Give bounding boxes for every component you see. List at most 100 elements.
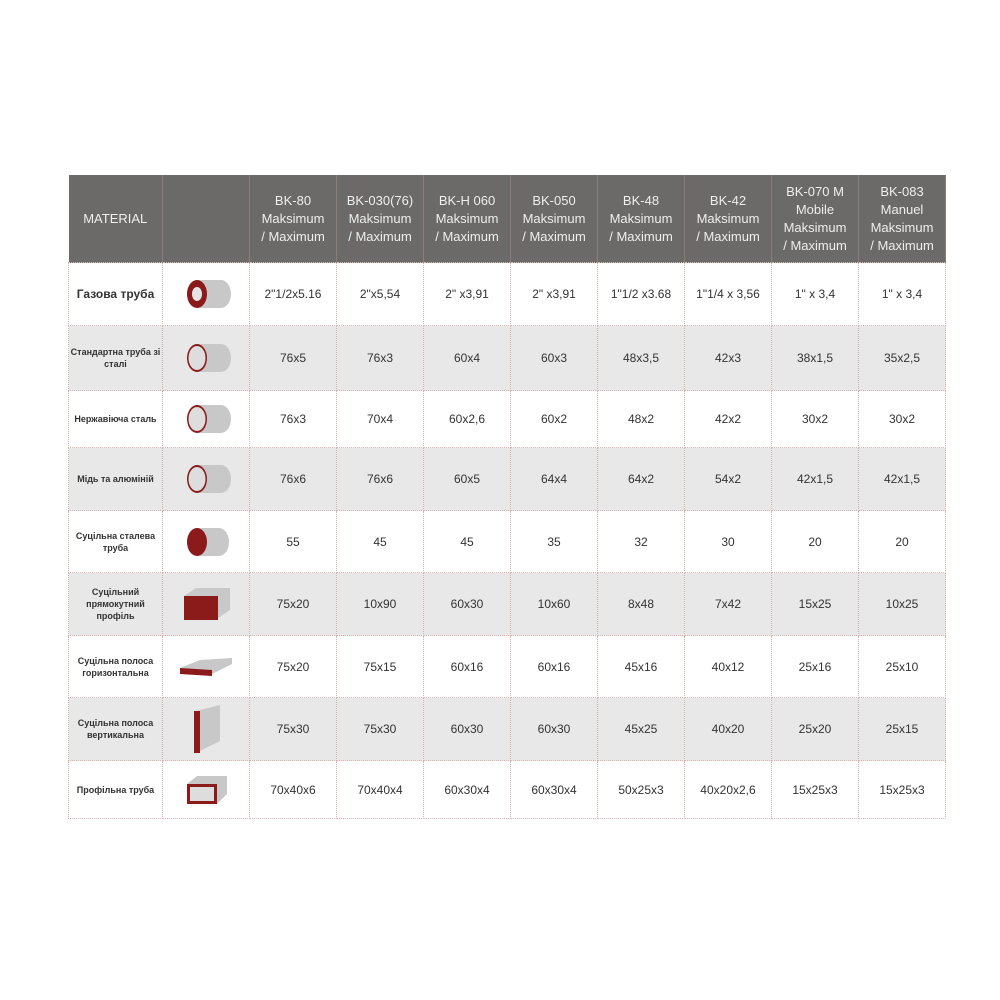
model-header-line: Maksimum (522, 210, 586, 226)
solid-rectangle-icon (162, 572, 250, 636)
material-name: Профільна труба (68, 760, 163, 819)
model-header-line: BK-030(76) (346, 192, 414, 208)
capacity-cell: 42x1,5 (771, 447, 859, 511)
solid-bar-icon (162, 510, 250, 573)
capacity-cell: 75x30 (249, 697, 337, 761)
capacity-cell: 40x20 (684, 697, 772, 761)
capacity-cell: 15x25x3 (771, 760, 859, 819)
model-header-line: Maksimum (609, 210, 673, 226)
flat-bar-vertical-icon (162, 697, 250, 761)
capacity-cell: 70x40x6 (249, 760, 337, 819)
capacity-cell: 30 (684, 510, 772, 573)
model-header-line: Manuel (880, 201, 924, 217)
capacity-cell: 76x6 (249, 447, 337, 511)
capacity-cell: 50x25x3 (597, 760, 685, 819)
header-row: MATERIAL BK-80 Maksimum / Maximum BK-030(76… (68, 175, 946, 263)
capacity-cell: 10x25 (858, 572, 946, 636)
table-row: Газова труба 2"1/2x5.16 2"x5,54 2" x3,91 2" … (68, 262, 946, 326)
model-header: BK-42 Maksimum / Maximum (684, 175, 772, 263)
capacity-cell: 30x2 (771, 390, 859, 448)
capacity-cell: 42x3 (684, 325, 772, 391)
capacity-cell: 42x2 (684, 390, 772, 448)
capacity-cell: 75x20 (249, 635, 337, 698)
table-row: Профільна труба 70x40x6 70x40x4 60x30x4 60x3… (68, 760, 946, 819)
capacity-cell: 1"1/2 x3.68 (597, 262, 685, 326)
capacity-cell: 25x20 (771, 697, 859, 761)
pipe-icon (162, 390, 250, 448)
model-header-line: Maksimum (783, 219, 847, 235)
capacity-cell: 45 (423, 510, 511, 573)
capacity-cell: 2"x5,54 (336, 262, 424, 326)
material-name: Стандартна труба зі сталі (68, 325, 163, 391)
capacity-cell: 60x4 (423, 325, 511, 391)
capacity-cell: 15x25 (771, 572, 859, 636)
capacity-cell: 25x15 (858, 697, 946, 761)
material-name: Суцільний прямокутний профіль (68, 572, 163, 636)
capacity-cell: 70x40x4 (336, 760, 424, 819)
flat-bar-horizontal-icon (162, 635, 250, 698)
capacity-cell: 75x15 (336, 635, 424, 698)
capacity-cell: 7x42 (684, 572, 772, 636)
capacity-cell: 48x2 (597, 390, 685, 448)
capacity-cell: 10x90 (336, 572, 424, 636)
capacity-cell: 20 (858, 510, 946, 573)
table-row: Суцільна полоса вертикальна 75x30 75x30 60x… (68, 697, 946, 761)
capacity-cell: 76x3 (249, 390, 337, 448)
model-header-line: Maksimum (348, 210, 412, 226)
capacity-cell: 76x6 (336, 447, 424, 511)
model-header-line: / Maximum (783, 237, 847, 253)
material-name: Суцільна полоса горизонтальна (68, 635, 163, 698)
capacity-cell: 25x10 (858, 635, 946, 698)
table-row: Суцільна сталева труба 55 45 45 35 32 30 20 20 (68, 510, 946, 573)
capacity-cell: 32 (597, 510, 685, 573)
capacity-cell: 64x2 (597, 447, 685, 511)
table-row: Мідь та алюміній 76x6 76x6 60x5 64x4 64x2 54x2… (68, 447, 946, 511)
capacity-cell: 60x16 (510, 635, 598, 698)
model-header: BK-48 Maksimum / Maximum (597, 175, 685, 263)
rectangular-tube-icon (162, 760, 250, 819)
capacity-cell: 60x30x4 (423, 760, 511, 819)
material-name: Суцільна сталева труба (68, 510, 163, 573)
model-header-line: / Maximum (870, 237, 934, 253)
capacity-cell: 1" x 3,4 (858, 262, 946, 326)
capacity-cell: 64x4 (510, 447, 598, 511)
capacity-cell: 35x2,5 (858, 325, 946, 391)
capacity-cell: 40x20x2,6 (684, 760, 772, 819)
capacity-cell: 35 (510, 510, 598, 573)
model-header: BK-070 M Mobile Maksimum / Maximum (771, 175, 859, 263)
thick-pipe-icon (162, 262, 250, 326)
capacity-cell: 76x3 (336, 325, 424, 391)
capacity-cell: 60x2,6 (423, 390, 511, 448)
capacity-cell: 76x5 (249, 325, 337, 391)
image-header (162, 175, 250, 263)
capacity-cell: 8x48 (597, 572, 685, 636)
model-header: BK-083 Manuel Maksimum / Maximum (858, 175, 946, 263)
capacity-cell: 45x25 (597, 697, 685, 761)
model-header-line: Mobile (795, 201, 835, 217)
capacity-cell: 15x25x3 (858, 760, 946, 819)
model-header-line: BK-42 (709, 192, 747, 208)
capacity-cell: 2" x3,91 (510, 262, 598, 326)
model-header-line: BK-070 M (786, 183, 844, 199)
model-header-line: Maksimum (435, 210, 499, 226)
model-header: BK-H 060 Maksimum / Maximum (423, 175, 511, 263)
material-name: Нержавіюча сталь (68, 390, 163, 448)
capacity-cell: 1"1/4 x 3,56 (684, 262, 772, 326)
pipe-icon (162, 447, 250, 511)
capacity-cell: 60x2 (510, 390, 598, 448)
table-row: Суцільний прямокутний профіль 75x20 10x90 6… (68, 572, 946, 636)
capacity-cell: 42x1,5 (858, 447, 946, 511)
capacity-cell: 60x5 (423, 447, 511, 511)
capacity-cell: 75x30 (336, 697, 424, 761)
material-name: Суцільна полоса вертикальна (68, 697, 163, 761)
capacity-cell: 48x3,5 (597, 325, 685, 391)
capacity-cell: 45 (336, 510, 424, 573)
pipe-icon (162, 325, 250, 391)
capacity-cell: 60x30 (423, 697, 511, 761)
capacity-cell: 40x12 (684, 635, 772, 698)
capacity-cell: 75x20 (249, 572, 337, 636)
model-header: BK-80 Maksimum / Maximum (249, 175, 337, 263)
model-header: BK-050 Maksimum / Maximum (510, 175, 598, 263)
model-header-line: Maksimum (870, 219, 934, 235)
capacity-cell: 60x16 (423, 635, 511, 698)
